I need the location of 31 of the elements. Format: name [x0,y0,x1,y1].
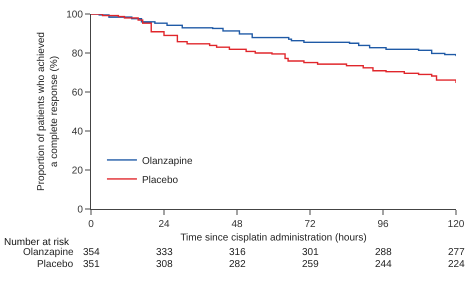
x-tick-label: 120 [448,219,465,230]
x-tick-label: 48 [231,219,243,230]
legend-label: Placebo [142,174,179,186]
text: Number at risk [4,237,70,248]
y-tick-label: 100 [66,10,84,20]
y-tick-label: 60 [72,88,84,98]
text: 259 [302,259,320,270]
y-tick-label: 80 [72,48,84,60]
legend-label: Olanzapine [142,156,193,167]
y-tick-label: 20 [72,166,84,176]
text: 351 [83,259,100,270]
x-tick-label: 24 [158,219,170,230]
y-tick-label: 40 [72,126,84,138]
text: Olanzapine [23,247,74,258]
text: 282 [229,259,246,270]
text: 316 [229,247,246,258]
text: 308 [156,259,174,270]
text: 354 [83,247,100,258]
y-axis-title: Proportion of patients who achieved a complete response (%) [36,32,60,191]
text: 244 [375,259,392,270]
text: 277 [448,247,466,258]
x-tick-label: 0 [88,219,94,230]
x-tick-label: 72 [304,219,316,230]
x-tick-label: 96 [377,219,389,230]
text: 288 [375,247,392,258]
text: Placebo [37,259,74,270]
text: 301 [302,247,320,258]
text: 224 [448,259,466,270]
text: 333 [156,247,174,258]
y-tick-label: 0 [77,204,84,216]
x-axis-title: Time since cisplatin administration (hours) [180,232,367,244]
